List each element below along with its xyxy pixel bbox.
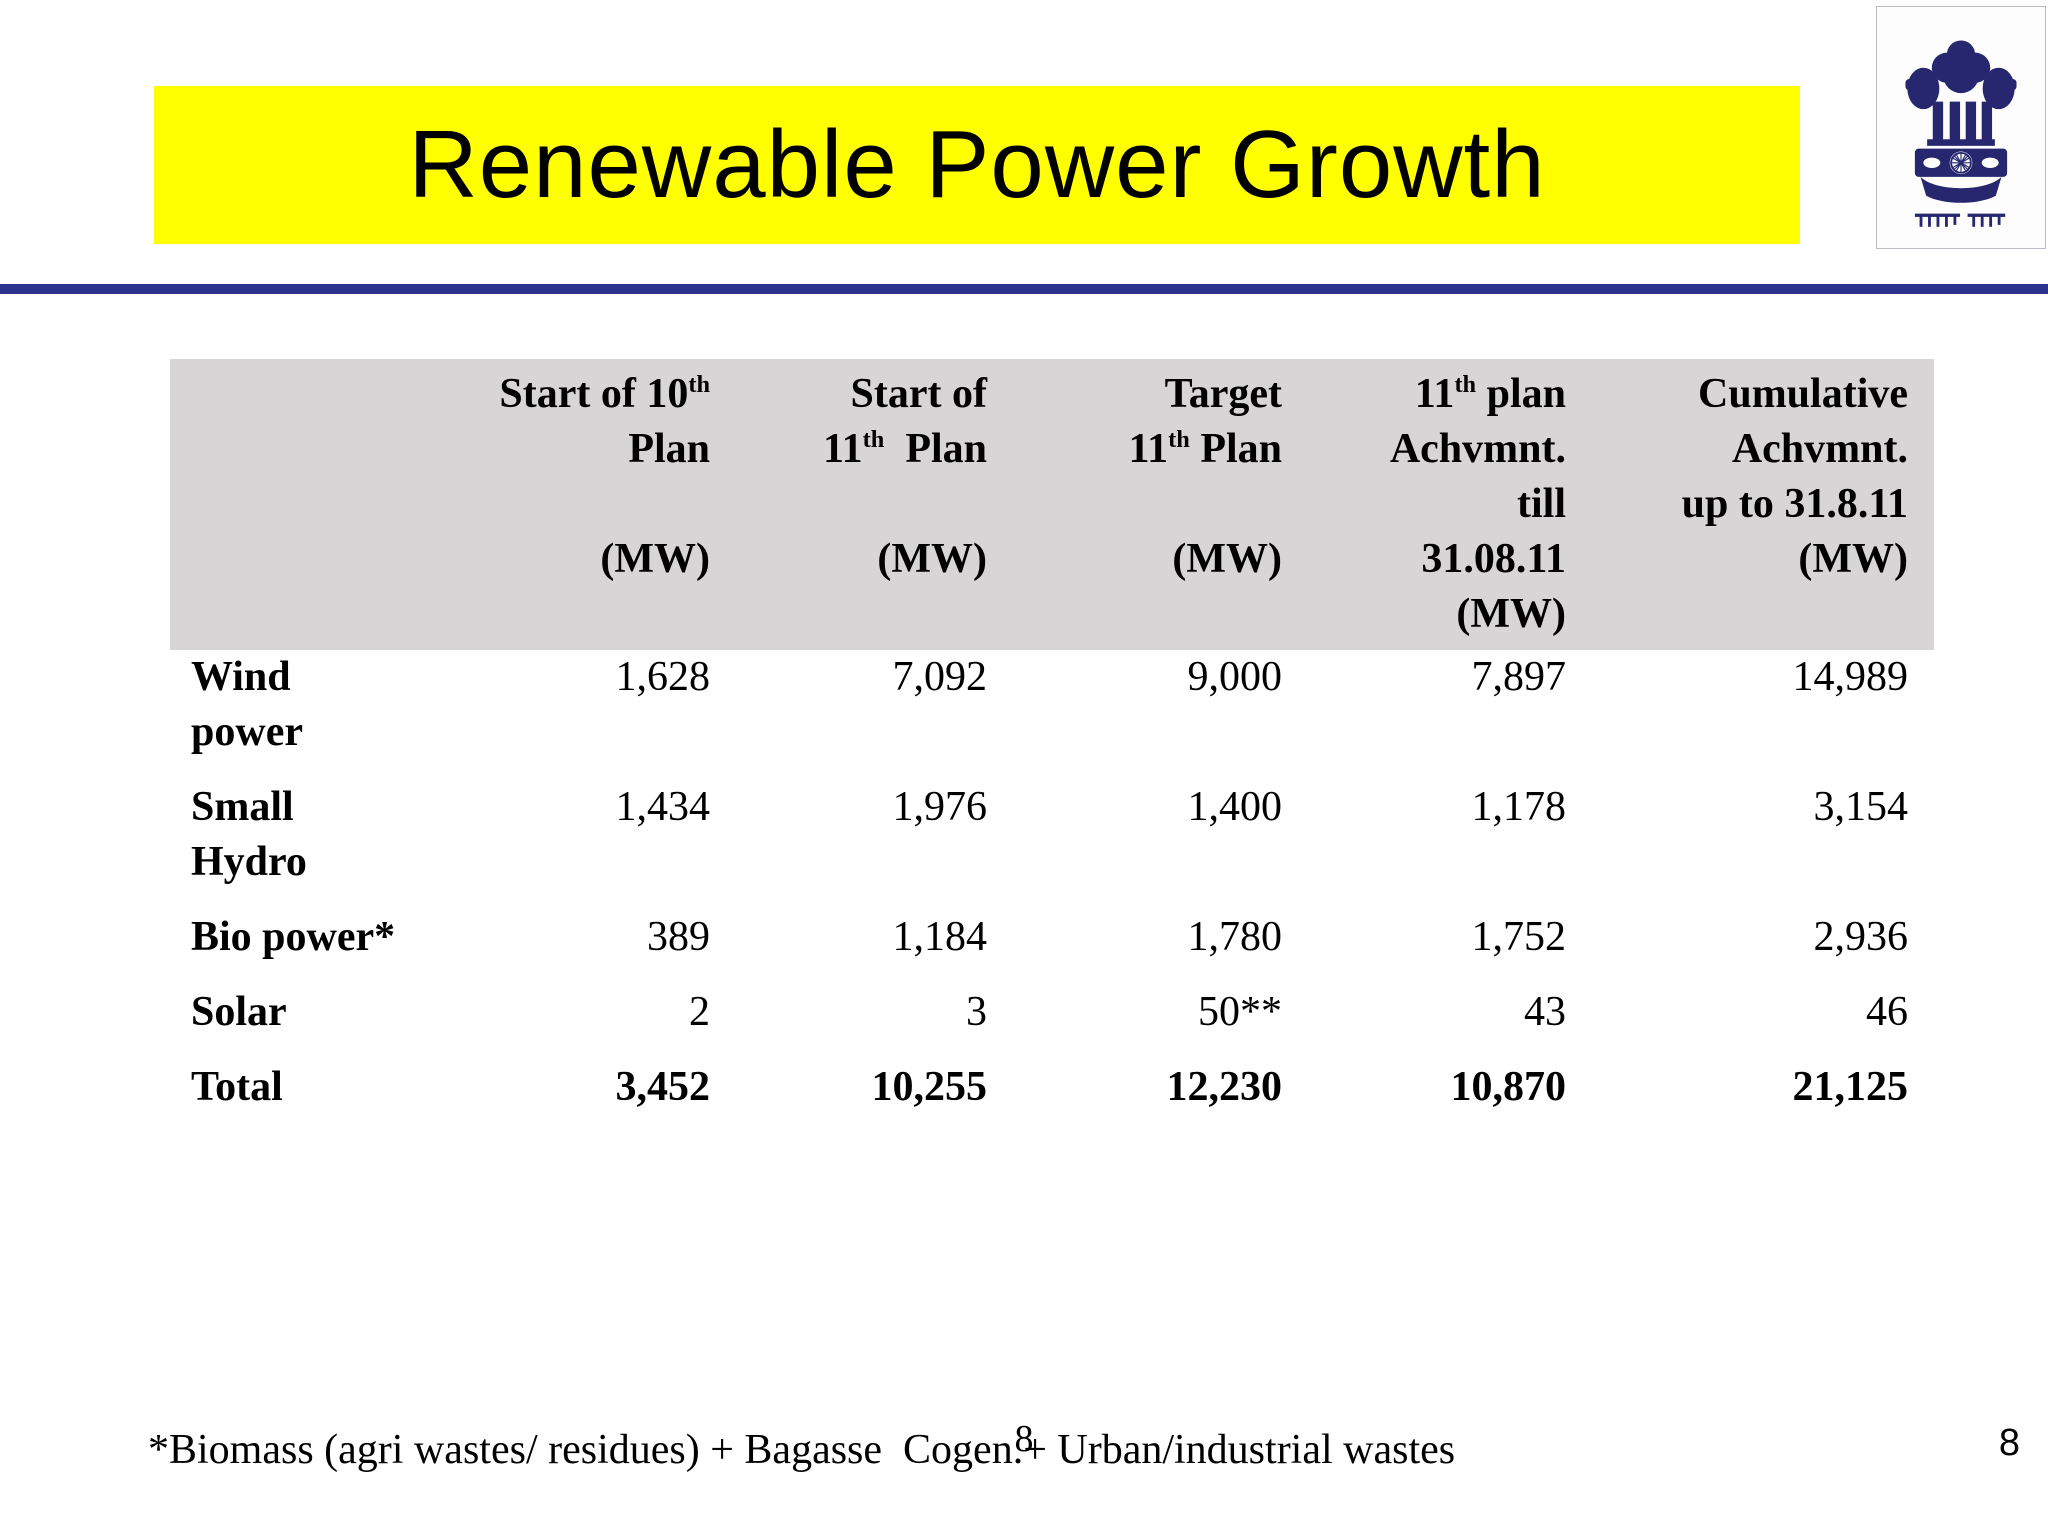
footnote-biomass-text: *Biomass (agri wastes/ residues) + Bagas… [148,1427,1456,1473]
row-label: Wind power [191,654,303,755]
row-label: Solar [191,989,287,1035]
cell-value: 12,230 [1166,1064,1283,1110]
footnote-biomass: *Biomass (agri wastes/ residues) + Bagas… [148,1422,1908,1479]
row-label: Total [191,1064,283,1110]
row-label: Small Hydro [191,784,307,885]
table-row-bio-power: Bio power* 389 1,184 1,780 1,752 2,936 [170,910,1934,985]
cell-value: 1,752 [1471,914,1567,960]
cell-value: 3,154 [1813,784,1909,830]
india-state-emblem-icon [1876,6,2046,249]
header-blank-cell [170,359,410,650]
cell-value: 10,870 [1450,1064,1567,1110]
page-title: Renewable Power Growth [408,111,1546,218]
cell-value: 14,989 [1792,654,1909,700]
cell-value: 3,452 [615,1064,711,1110]
cell-value: 7,897 [1471,654,1567,700]
divider-rule [0,284,2048,294]
cell-value: 1,434 [615,784,711,830]
table-row-wind-power: Wind power 1,628 7,092 9,000 7,897 14,98… [170,650,1934,780]
cell-value: 2,936 [1813,914,1909,960]
cell-value: 1,178 [1471,784,1567,830]
title-banner: Renewable Power Growth [154,86,1800,244]
page-number-corner: 8 [1998,1422,2020,1464]
cell-value: 1,628 [615,654,711,700]
renewable-power-table: Start of 10th Plan (MW) Start of 11th Pl… [170,359,1934,1135]
cell-value: 1,400 [1187,784,1283,830]
cell-value: 43 [1524,989,1566,1035]
col-header-cumulative-achievement: Cumulative Achvmnt. up to 31.8.11 (MW) [1566,359,1934,650]
table-header-row: Start of 10th Plan (MW) Start of 11th Pl… [170,359,1934,650]
cell-value: 1,780 [1187,914,1283,960]
cell-value: 389 [647,914,710,960]
footnotes: *Biomass (agri wastes/ residues) + Bagas… [148,1308,1908,1536]
cell-value: 21,125 [1792,1064,1909,1110]
cell-value: 3 [966,989,987,1035]
col-header-start-10th-plan: Start of 10th Plan (MW) [410,359,710,650]
table-row-solar: Solar 2 3 50** 43 46 [170,985,1934,1060]
cell-value: 7,092 [892,654,988,700]
table-row-total: Total 3,452 10,255 12,230 10,870 21,125 [170,1060,1934,1135]
cell-value: 46 [1866,989,1908,1035]
lion-capital-icon [1905,40,2017,227]
row-label: Bio power* [191,914,396,960]
col-header-start-11th-plan: Start of 11th Plan (MW) [710,359,987,650]
cell-value: 9,000 [1187,654,1283,700]
table-wrap: Start of 10th Plan (MW) Start of 11th Pl… [170,359,1934,1135]
cell-value: 1,976 [892,784,988,830]
cell-value: 1,184 [892,914,988,960]
col-header-11th-plan-achievement: 11th plan Achvmnt. till 31.08.11 (MW) [1282,359,1566,650]
cell-value: 50** [1198,989,1282,1035]
cell-value: 10,255 [871,1064,988,1110]
cell-value: 2 [689,989,710,1035]
page-number-center: 8 [1014,1418,1034,1460]
col-header-target-11th-plan: Target 11th Plan (MW) [987,359,1282,650]
table-row-small-hydro: Small Hydro 1,434 1,976 1,400 1,178 3,15… [170,780,1934,910]
